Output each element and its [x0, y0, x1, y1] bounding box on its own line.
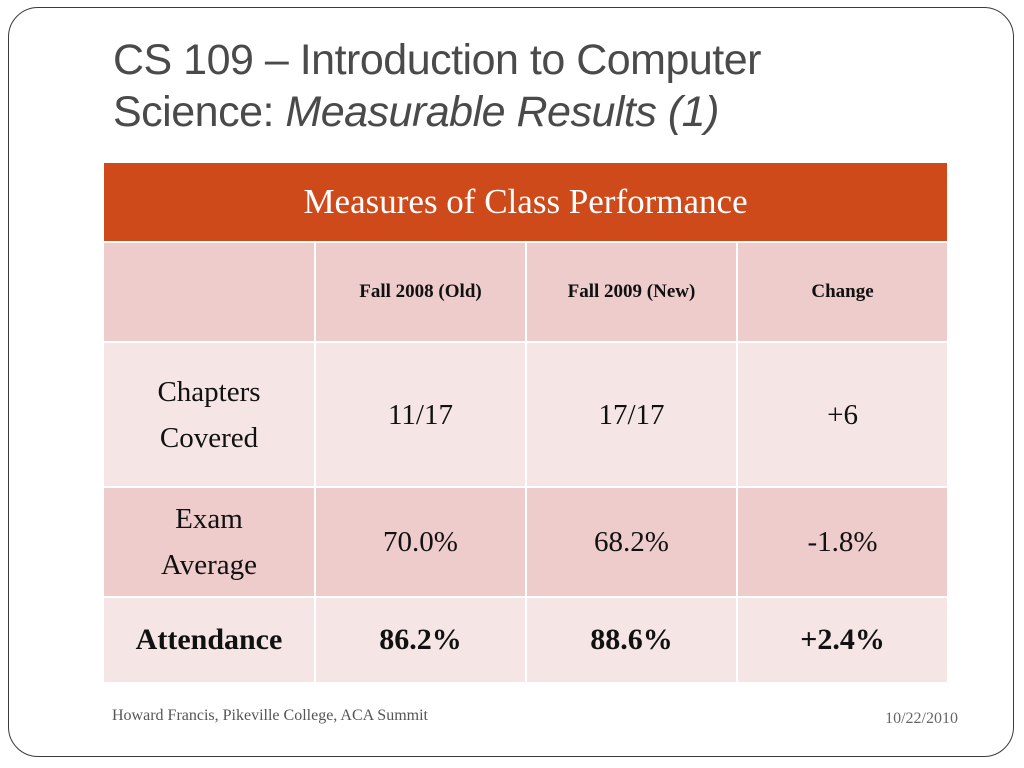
row-label-chapters-covered: Chapters Covered	[102, 341, 316, 488]
cell-old: 86.2%	[314, 596, 527, 684]
slide-title: CS 109 – Introduction to Computer Scienc…	[113, 34, 973, 138]
table-row: Attendance 86.2% 88.6% +2.4%	[102, 596, 950, 684]
cell-new: 88.6%	[525, 596, 738, 684]
cell-old: 11/17	[314, 341, 527, 488]
column-header-fall-2008: Fall 2008 (Old)	[314, 241, 527, 343]
table-row: Chapters Covered 11/17 17/17 +6	[102, 341, 950, 488]
cell-old: 70.0%	[314, 486, 527, 598]
cell-change: +2.4%	[735, 596, 950, 684]
column-header-fall-2009: Fall 2009 (New)	[525, 241, 738, 343]
row-label-line-1: Exam	[175, 503, 243, 535]
column-header-change: Change	[735, 241, 950, 343]
column-header-empty	[102, 241, 316, 343]
cell-change: +6	[735, 341, 950, 488]
cell-new: 68.2%	[525, 486, 738, 598]
row-label-line-2: Average	[160, 549, 258, 581]
footer-date: 10/22/2010	[885, 710, 958, 727]
title-line-2: Science: Measurable Results (1)	[113, 86, 973, 138]
row-label-line-1: Chapters	[157, 375, 261, 408]
table-caption: Measures of Class Performance	[101, 161, 950, 243]
table-caption-row: Measures of Class Performance	[101, 161, 950, 243]
cell-change: -1.8%	[735, 486, 950, 598]
title-line-1: CS 109 – Introduction to Computer	[113, 36, 761, 84]
row-label-exam-average: Exam Average	[102, 486, 316, 598]
cell-new: 17/17	[525, 341, 738, 488]
footer-author: Howard Francis, Pikeville College, ACA S…	[112, 707, 428, 724]
title-line-2-italic: Measurable Results (1)	[285, 88, 719, 136]
title-line-2-plain: Science:	[113, 88, 286, 136]
column-header-row: Fall 2008 (Old) Fall 2009 (New) Change	[102, 241, 950, 343]
row-label-attendance: Attendance	[102, 596, 316, 684]
row-label-line-2: Covered	[159, 421, 259, 454]
performance-table: Measures of Class Performance Fall 2008 …	[101, 161, 950, 684]
table-row: Exam Average 70.0% 68.2% -1.8%	[102, 486, 950, 598]
